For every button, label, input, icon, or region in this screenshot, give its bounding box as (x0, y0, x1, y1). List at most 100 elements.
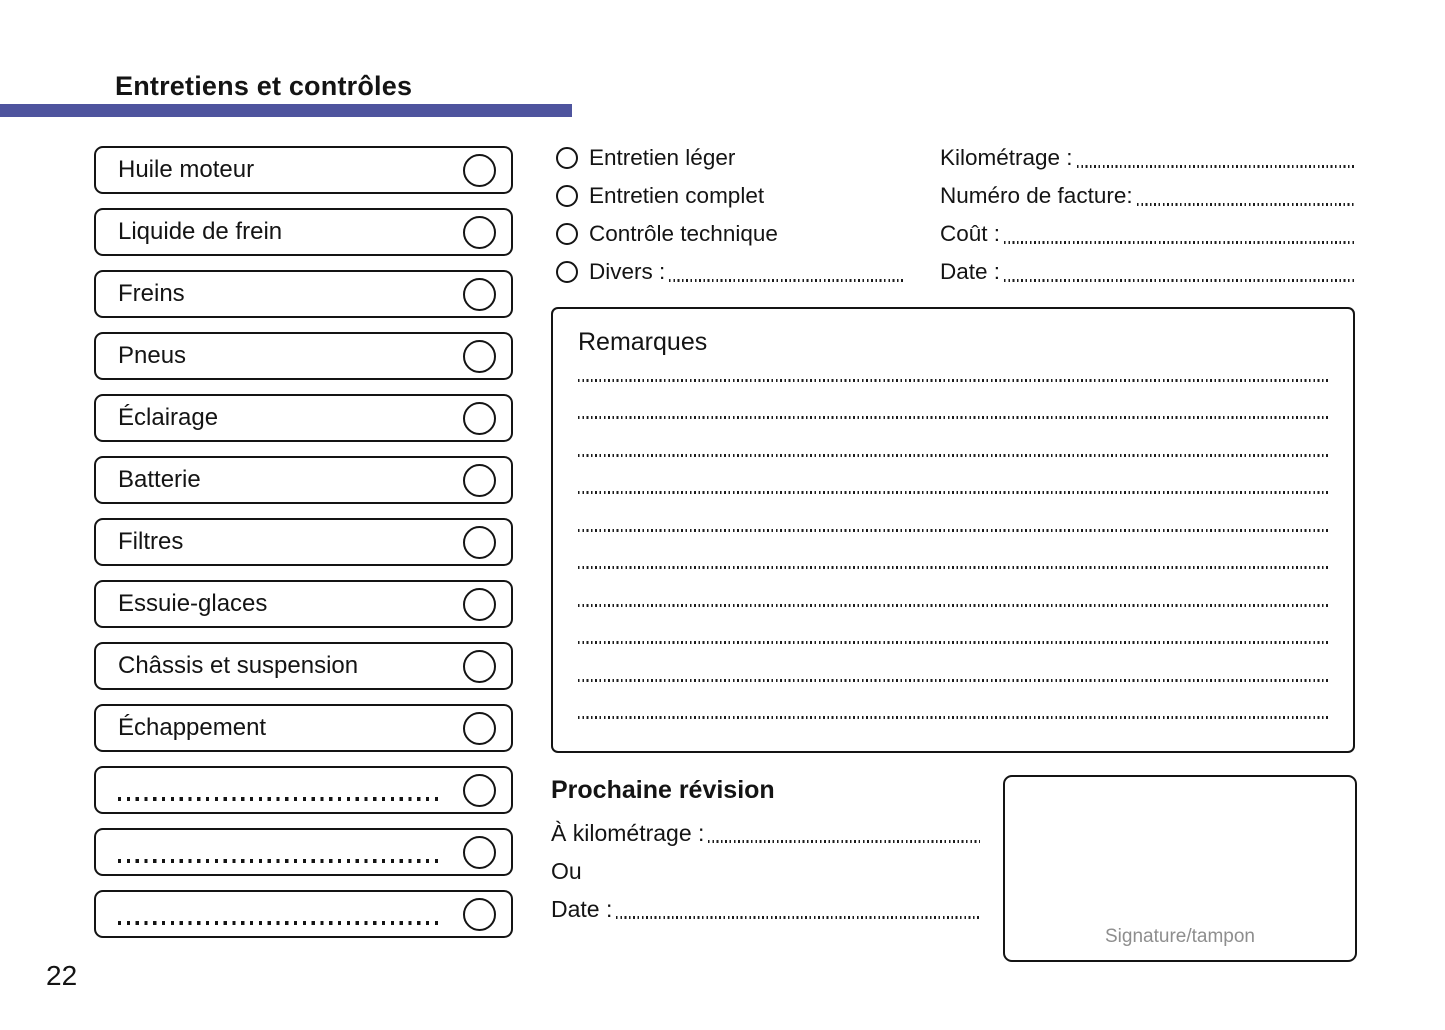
invoice-field-row: Kilométrage : (940, 139, 1355, 177)
remarks-line (578, 569, 1328, 607)
next-service-label: Date : (551, 895, 613, 922)
checklist-item-label: Huile moteur (118, 156, 255, 183)
remarks-line (578, 607, 1328, 644)
radio-circle-icon (556, 261, 578, 283)
next-service-row: À kilométrage : (551, 814, 980, 852)
invoice-field-label: Date : (940, 259, 1001, 284)
checklist-row-blank (94, 890, 513, 938)
check-circle-icon (463, 339, 496, 373)
check-circle-icon (463, 773, 496, 807)
page-title: Entretiens et contrôles (115, 71, 413, 101)
service-type-row: Contrôle technique (556, 215, 905, 253)
remarks-lines (578, 344, 1328, 719)
dotted-fill-line (578, 416, 1328, 419)
page-number: 22 (46, 960, 78, 991)
dotted-fill-line (1004, 241, 1355, 244)
remarks-title: Remarques (578, 328, 708, 356)
checklist-row: Freins (94, 270, 513, 318)
blank-entry-dots (118, 921, 440, 925)
service-type-label: Divers : (589, 259, 666, 284)
invoice-field-label: Coût : (940, 221, 1001, 246)
remarks-line (578, 494, 1328, 532)
dotted-fill-line (669, 279, 905, 282)
remarks-line (578, 344, 1328, 382)
checklist-row: Batterie (94, 456, 513, 504)
service-type-options: Entretien léger Entretien complet Contrô… (556, 139, 905, 291)
blank-entry-dots (118, 859, 440, 863)
checklist-row-blank (94, 766, 513, 814)
dotted-fill-line (578, 491, 1328, 494)
dotted-fill-line (578, 603, 1328, 607)
service-type-row: Entretien léger (556, 139, 905, 177)
next-service-section: Prochaine révision À kilométrage : Ou Da… (551, 776, 980, 928)
invoice-field-row: Coût : (940, 215, 1355, 253)
check-circle-icon (463, 897, 496, 931)
dotted-fill-line (578, 566, 1328, 569)
dotted-fill-line (616, 916, 980, 919)
service-type-label: Contrôle technique (589, 221, 778, 246)
checklist-item-label: Liquide de frein (118, 218, 283, 245)
service-type-label: Entretien léger (589, 145, 736, 170)
checklist-item-label: Essuie-glaces (118, 590, 268, 617)
dotted-fill-line (578, 453, 1328, 457)
service-type-row: Entretien complet (556, 177, 905, 215)
radio-circle-icon (556, 223, 578, 245)
next-service-title: Prochaine révision (551, 776, 775, 804)
dotted-fill-line (578, 716, 1328, 719)
checklist-row: Essuie-glaces (94, 580, 513, 628)
checklist-row: Liquide de frein (94, 208, 513, 256)
checklist-item-label: Éclairage (118, 404, 219, 431)
check-circle-icon (463, 215, 496, 249)
next-service-row: Ou (551, 852, 980, 890)
blank-entry-dots (118, 797, 440, 801)
remarks-line (578, 419, 1328, 457)
check-circle-icon (463, 277, 496, 311)
next-service-label: À kilométrage : (551, 819, 705, 846)
checklist-row: Éclairage (94, 394, 513, 442)
checklist-row-blank (94, 828, 513, 876)
check-circle-icon (463, 463, 496, 497)
dotted-fill-line (578, 641, 1328, 644)
check-circle-icon (463, 835, 496, 869)
signature-box: Signature/tampon (1003, 775, 1357, 962)
invoice-field-row: Numéro de facture: (940, 177, 1355, 215)
checklist-item-label: Batterie (118, 466, 201, 493)
next-service-label: Ou (551, 857, 582, 884)
check-circle-icon (463, 525, 496, 559)
remarks-line (578, 682, 1328, 719)
radio-circle-icon (556, 147, 578, 169)
invoice-fields: Kilométrage : Numéro de facture: Coût : … (940, 139, 1355, 291)
signature-label: Signature/tampon (1105, 926, 1255, 947)
checklist-row: Huile moteur (94, 146, 513, 194)
dotted-fill-line (578, 678, 1328, 682)
check-circle-icon (463, 649, 496, 683)
title-accent-bar (0, 104, 572, 117)
next-service-row: Date : (551, 890, 980, 928)
remarks-line (578, 382, 1328, 419)
dotted-fill-line (1004, 279, 1355, 282)
remarks-line (578, 644, 1328, 682)
dotted-fill-line (578, 528, 1328, 532)
checklist-item-label: Freins (118, 280, 185, 307)
check-circle-icon (463, 587, 496, 621)
checklist-row: Filtres (94, 518, 513, 566)
checklist-item-label: Pneus (118, 342, 187, 369)
checklist-row: Châssis et suspension (94, 642, 513, 690)
remarks-line (578, 457, 1328, 494)
check-circle-icon (463, 711, 496, 745)
invoice-field-label: Numéro de facture: (940, 183, 1133, 208)
invoice-field-label: Kilométrage : (940, 145, 1073, 170)
service-type-row: Divers : (556, 253, 905, 291)
check-circle-icon (463, 153, 496, 187)
maintenance-checklist: Huile moteur Liquide de frein Freins Pne… (94, 146, 513, 938)
remarks-line (578, 532, 1328, 569)
checklist-row: Échappement (94, 704, 513, 752)
dotted-fill-line (578, 378, 1328, 382)
invoice-field-row: Date : (940, 253, 1355, 291)
remarks-box: Remarques (551, 307, 1355, 753)
checklist-item-label: Filtres (118, 528, 184, 555)
dotted-fill-line (1136, 203, 1355, 206)
checklist-item-label: Échappement (118, 714, 267, 741)
dotted-fill-line (1076, 165, 1355, 168)
